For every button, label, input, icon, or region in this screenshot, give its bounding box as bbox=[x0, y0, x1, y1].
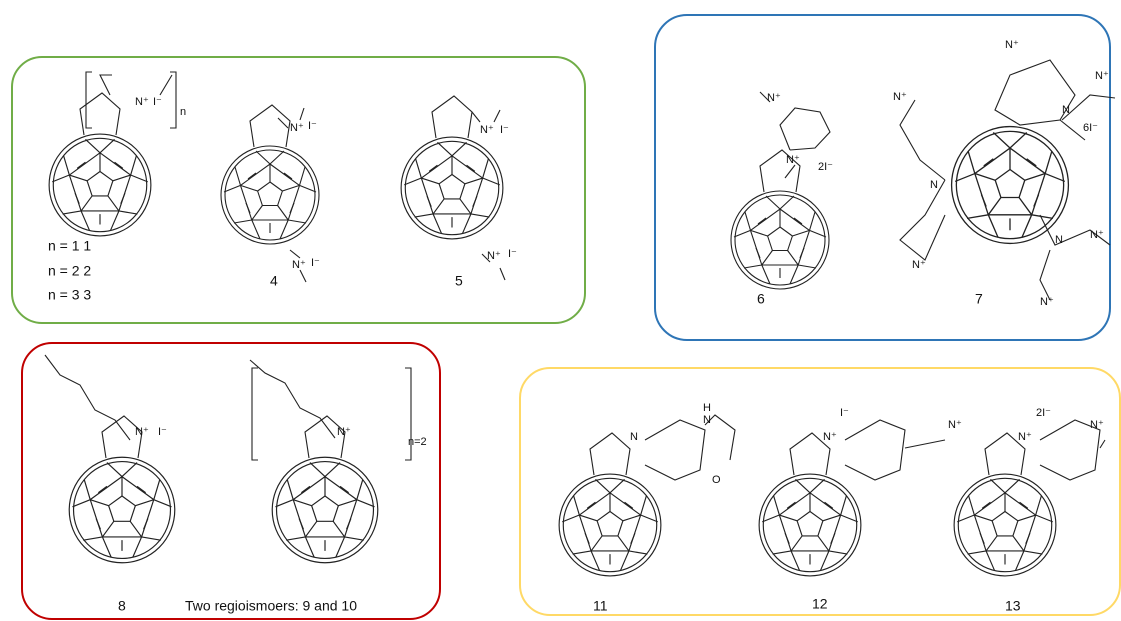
pyrrolidine bbox=[101, 415, 143, 459]
bond bbox=[44, 354, 131, 441]
annotation: 6I⁻ bbox=[1083, 122, 1098, 134]
atom-label: I⁻ bbox=[308, 120, 317, 132]
atom-label: N bbox=[630, 431, 638, 443]
atom-label: N⁺ bbox=[1018, 431, 1032, 443]
annotation: 2I⁻ bbox=[1036, 407, 1051, 419]
pyrrolidine bbox=[431, 95, 473, 139]
pyrrolidine bbox=[304, 415, 346, 459]
atom-label: I⁻ bbox=[153, 96, 162, 108]
atom-label: N bbox=[1062, 104, 1070, 116]
bond bbox=[251, 367, 412, 461]
bond bbox=[899, 99, 946, 261]
compound-label: 7 bbox=[975, 291, 983, 307]
atom-label: N⁺ bbox=[948, 419, 962, 431]
bond bbox=[249, 359, 336, 439]
atom-label: N⁺ bbox=[480, 124, 494, 136]
bond bbox=[481, 253, 506, 281]
atom-label: N bbox=[1055, 234, 1063, 246]
bond bbox=[784, 164, 796, 179]
group-box bbox=[11, 56, 586, 324]
fullerene bbox=[271, 456, 379, 564]
bond bbox=[277, 107, 305, 129]
bond bbox=[471, 109, 501, 123]
bond bbox=[99, 74, 173, 96]
atom-label: N⁺ bbox=[912, 259, 926, 271]
atom-label: N⁺ bbox=[135, 426, 149, 438]
compound-label: Two regioismoers: 9 and 10 bbox=[185, 598, 357, 614]
annotation: 2I⁻ bbox=[818, 161, 833, 173]
atom-label: N⁺ bbox=[135, 96, 149, 108]
annotation: n=2 bbox=[408, 436, 427, 448]
compound-label: 13 bbox=[1005, 598, 1021, 614]
annotation: n bbox=[180, 106, 186, 118]
compound-label: 8 bbox=[118, 598, 126, 614]
fullerene bbox=[953, 473, 1057, 577]
atom-label: N⁺ bbox=[767, 92, 781, 104]
atom-label: N⁺ bbox=[1040, 296, 1054, 308]
compound-label: n = 2 2 bbox=[48, 263, 91, 279]
atom-label: N bbox=[930, 179, 938, 191]
atom-label: N⁺ bbox=[823, 431, 837, 443]
pyrrolidine bbox=[984, 432, 1026, 476]
atom-label: N⁺ bbox=[1005, 39, 1019, 51]
atom-label: I⁻ bbox=[840, 407, 849, 419]
atom-label: I⁻ bbox=[311, 257, 320, 269]
fullerene bbox=[220, 145, 320, 245]
pyrrolidine bbox=[759, 149, 801, 193]
atom-label: N⁺ bbox=[1090, 229, 1104, 241]
fullerene bbox=[758, 473, 862, 577]
bond bbox=[844, 419, 946, 481]
compound-label: n = 1 1 bbox=[48, 238, 91, 254]
pyrrolidine bbox=[789, 432, 831, 476]
fullerene bbox=[558, 473, 662, 577]
compound-label: 12 bbox=[812, 596, 828, 612]
fullerene bbox=[730, 190, 830, 290]
bond bbox=[1059, 119, 1086, 141]
pyrrolidine bbox=[79, 92, 121, 136]
atom-label: N⁺ bbox=[1095, 70, 1109, 82]
compound-label: 5 bbox=[455, 273, 463, 289]
fullerene bbox=[68, 456, 176, 564]
bond bbox=[1039, 214, 1111, 301]
compound-label: 4 bbox=[270, 273, 278, 289]
atom-label: N⁺ bbox=[290, 122, 304, 134]
fullerene bbox=[48, 133, 152, 237]
bond bbox=[1039, 419, 1106, 481]
atom-label: N⁺ bbox=[786, 154, 800, 166]
bond bbox=[759, 91, 831, 151]
structures: n = 1 1 n = 2 2 n = 3 3 4 5 6 7 8 Two regioismoe… bbox=[44, 39, 1116, 614]
atom-label: I⁻ bbox=[158, 426, 167, 438]
bond bbox=[644, 414, 736, 481]
group-box bbox=[519, 367, 1121, 616]
pyrrolidine bbox=[249, 104, 291, 148]
atom-label: N⁺ bbox=[337, 426, 351, 438]
atom-label: N⁺ bbox=[292, 259, 306, 271]
bond bbox=[85, 71, 177, 129]
atom-label: O bbox=[712, 474, 721, 486]
compound-label: 6 bbox=[757, 291, 765, 307]
group-box bbox=[21, 342, 441, 620]
bond bbox=[289, 249, 307, 283]
atom-label: I⁻ bbox=[500, 124, 509, 136]
pyrrolidine bbox=[589, 432, 631, 476]
bond bbox=[994, 59, 1116, 126]
compound-label: n = 3 3 bbox=[48, 287, 91, 303]
atom-label: H bbox=[703, 402, 711, 414]
compound-label: 11 bbox=[593, 598, 608, 614]
atom-label: N⁺ bbox=[893, 91, 907, 103]
fullerene bbox=[400, 136, 504, 240]
atom-label: N⁺ bbox=[487, 250, 501, 262]
fullerene bbox=[950, 125, 1070, 245]
atom-label: N bbox=[703, 414, 711, 426]
atom-label: I⁻ bbox=[508, 248, 517, 260]
atom-label: N⁺ bbox=[1090, 419, 1104, 431]
group-box bbox=[654, 14, 1111, 341]
